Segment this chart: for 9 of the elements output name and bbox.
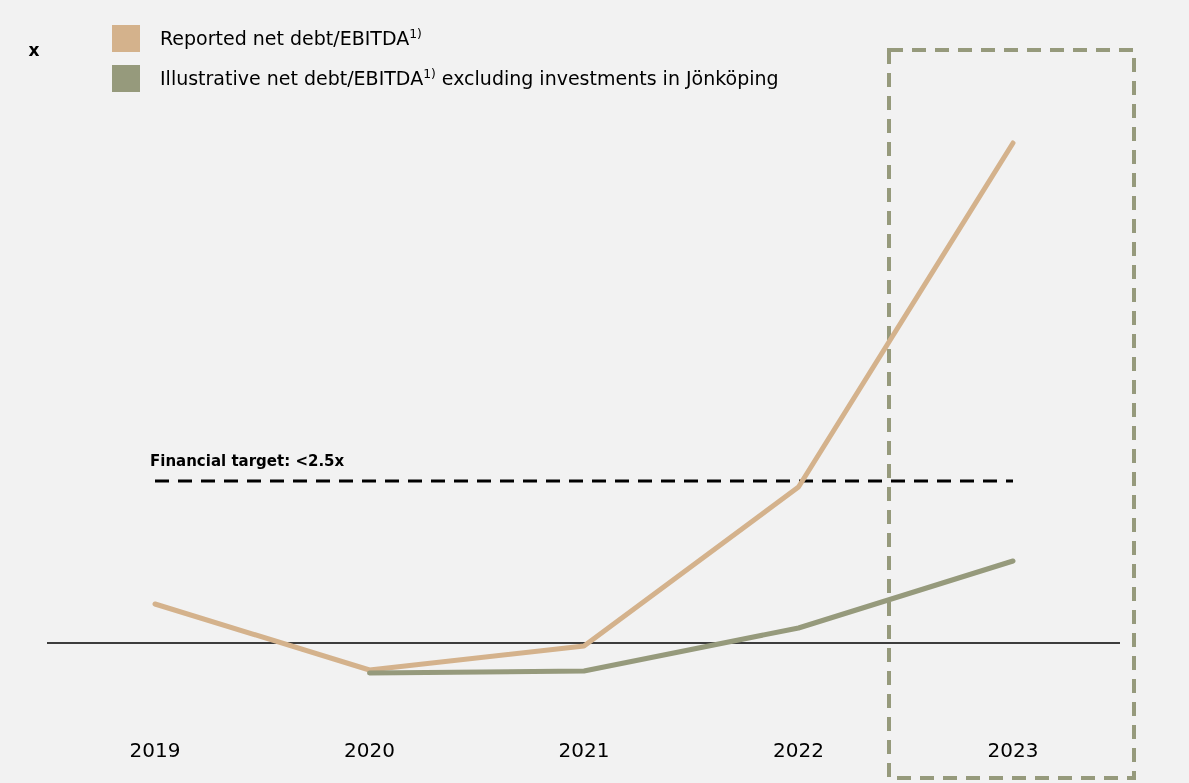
legend-label: Illustrative net debt/EBITDA$^{1)}$ excluding investments in Jönköping xyxy=(160,67,779,89)
x-tick-label: 2020 xyxy=(344,738,395,762)
ref-line-label: Financial target: <2.5x xyxy=(150,452,345,470)
x-tick-label: 2023 xyxy=(987,738,1039,762)
x-tick-label: 2022 xyxy=(773,738,824,762)
x-tick-label: 2021 xyxy=(558,738,610,762)
x-tick-label: 2019 xyxy=(129,738,181,762)
legend-label: Reported net debt/EBITDA$^{1)}$ xyxy=(160,27,422,49)
text: x xyxy=(28,40,40,60)
